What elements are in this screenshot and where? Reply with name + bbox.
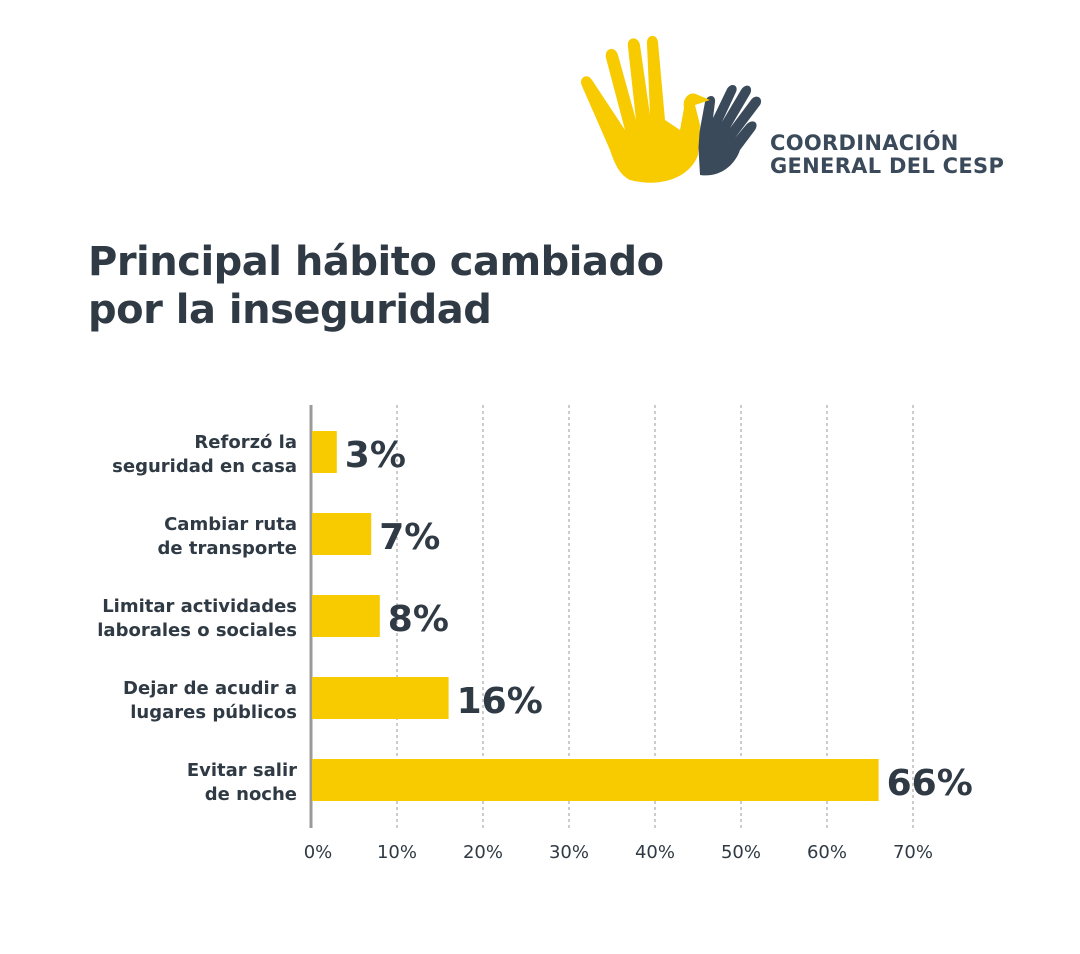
logo-line1: COORDINACIÓN	[770, 131, 959, 155]
slate-hand-icon	[698, 85, 762, 176]
bar	[312, 431, 337, 473]
bar	[312, 595, 380, 637]
title-line-1: Principal hábito cambiado	[88, 239, 664, 285]
title-line-2: por la inseguridad	[88, 287, 492, 333]
category-label: seguridad en casa	[112, 456, 297, 477]
logo-text: COORDINACIÓN GENERAL DEL CESP	[770, 132, 1004, 178]
bar	[312, 759, 879, 801]
category-label: lugares públicos	[130, 702, 297, 723]
category-label: Limitar actividades	[102, 596, 297, 617]
x-tick-label: 10%	[377, 842, 417, 863]
category-label: de transporte	[158, 538, 297, 559]
data-label: 16%	[457, 681, 543, 722]
x-tick-label: 20%	[463, 842, 503, 863]
x-tick-label: 50%	[721, 842, 761, 863]
logo-hands	[581, 35, 762, 183]
category-label: Reforzó la	[194, 432, 297, 453]
category-label: Cambiar ruta	[164, 514, 297, 535]
data-label: 7%	[379, 517, 440, 558]
x-tick-label: 70%	[893, 842, 933, 863]
x-tick-label: 60%	[807, 842, 847, 863]
logo-line2: GENERAL DEL CESP	[770, 154, 1005, 178]
yellow-hand-icon	[581, 35, 710, 183]
data-label: 3%	[345, 435, 406, 476]
data-label: 8%	[388, 599, 449, 640]
category-label: laborales o sociales	[97, 620, 297, 641]
x-tick-label: 30%	[549, 842, 589, 863]
bar	[312, 513, 372, 555]
x-tick-label: 0%	[304, 842, 333, 863]
chart-title: Principal hábito cambiado por la insegur…	[88, 238, 664, 334]
bar	[312, 677, 449, 719]
category-label: de noche	[205, 784, 297, 805]
category-label: Evitar salir	[187, 760, 297, 781]
category-label: Dejar de acudir a	[123, 678, 297, 699]
x-tick-label: 40%	[635, 842, 675, 863]
data-label: 66%	[887, 763, 973, 804]
